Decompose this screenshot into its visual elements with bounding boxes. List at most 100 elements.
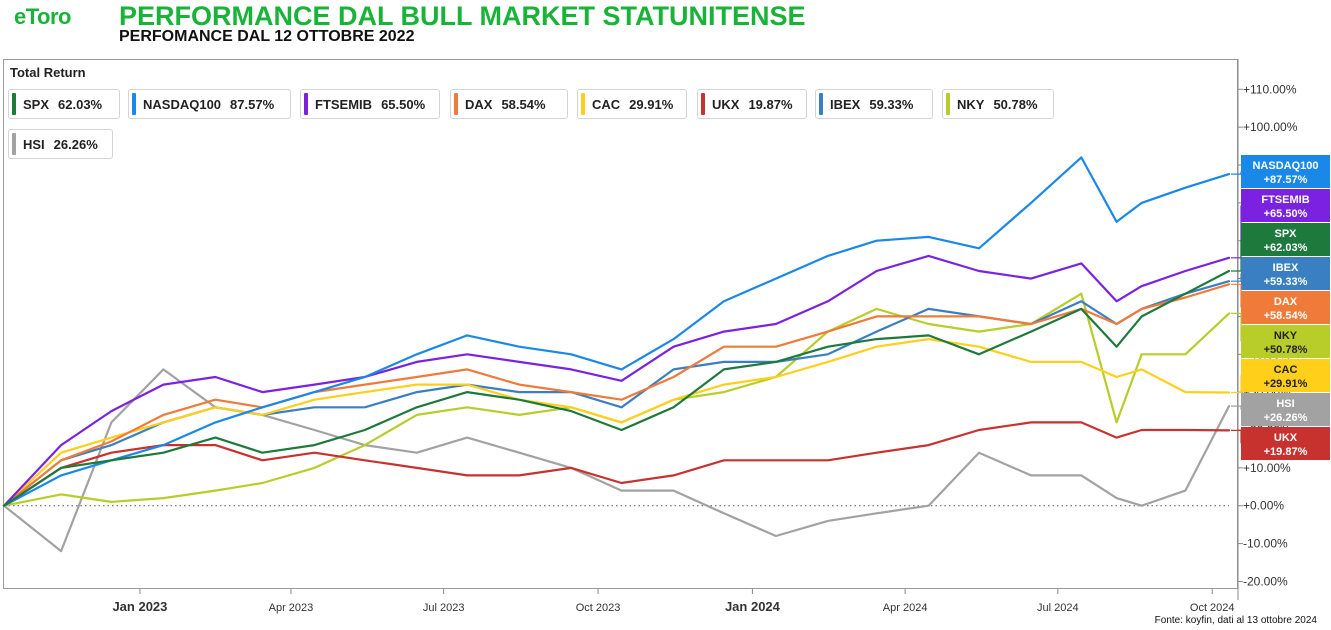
x-tick-label: Jul 2024 bbox=[1037, 602, 1079, 614]
tag-background bbox=[1241, 189, 1330, 222]
panel-title: Total Return bbox=[10, 65, 86, 80]
tag-name: NKY bbox=[1274, 330, 1298, 342]
legend-swatch bbox=[701, 93, 705, 115]
tag-background bbox=[1241, 257, 1330, 290]
legend-item-nasdaq100[interactable]: NASDAQ100 87.57% bbox=[128, 89, 291, 119]
legend-item-ibex[interactable]: IBEX 59.33% bbox=[815, 89, 933, 119]
tag-value: +19.87% bbox=[1264, 446, 1308, 458]
legend-swatch bbox=[819, 93, 823, 115]
tag-connector bbox=[1231, 171, 1242, 175]
value-tag-ukx: UKX +19.87% bbox=[1231, 427, 1330, 460]
tag-background bbox=[1241, 359, 1330, 392]
series-line-cac bbox=[2, 338, 1231, 507]
legend-swatch bbox=[12, 93, 16, 115]
x-tick-label: Apr 2024 bbox=[883, 602, 928, 614]
legend-series-name: FTSEMIB bbox=[315, 96, 373, 112]
tag-name: FTSEMIB bbox=[1261, 194, 1309, 206]
value-tag-ftsemib: FTSEMIB +65.50% bbox=[1231, 189, 1330, 259]
series-line-spx bbox=[2, 269, 1231, 507]
x-tick-label: Oct 2024 bbox=[1190, 602, 1235, 614]
legend-series-value: 62.03% bbox=[58, 96, 103, 112]
tag-name: DAX bbox=[1274, 296, 1298, 308]
legend-series-name: DAX bbox=[465, 96, 493, 112]
tag-connector bbox=[1231, 312, 1242, 342]
y-tick-label: +10.00% bbox=[1243, 461, 1291, 475]
legend-series-value: 87.57% bbox=[230, 96, 275, 112]
tag-background bbox=[1241, 155, 1330, 188]
x-tick-label: Jan 2023 bbox=[112, 599, 167, 614]
value-tag-nky: NKY +50.78% bbox=[1231, 312, 1330, 358]
tag-name: IBEX bbox=[1273, 262, 1299, 274]
legend-series-value: 65.50% bbox=[381, 96, 426, 112]
legend-swatch bbox=[454, 93, 458, 115]
tag-name: CAC bbox=[1274, 364, 1298, 376]
tag-background bbox=[1241, 223, 1330, 256]
legend-swatch bbox=[132, 93, 136, 115]
series-line-ukx bbox=[2, 421, 1231, 507]
y-tick-label: +110.00% bbox=[1243, 82, 1297, 96]
chart-title: PERFORMANCE DAL BULL MARKET STATUNITENSE bbox=[119, 1, 806, 31]
legend-series-name: IBEX bbox=[830, 96, 861, 112]
legend-series-value: 19.87% bbox=[748, 96, 793, 112]
tag-value: +58.54% bbox=[1264, 310, 1308, 322]
legend-item-cac[interactable]: CAC 29.91% bbox=[577, 89, 687, 119]
series-line-ftsemib bbox=[2, 254, 1231, 507]
value-tag-ibex: IBEX +59.33% bbox=[1231, 257, 1330, 290]
tag-connector bbox=[1231, 205, 1242, 259]
tag-name: HSI bbox=[1276, 398, 1294, 410]
tag-connector bbox=[1231, 405, 1242, 410]
chart-subtitle: PERFOMANCE DAL 12 OTTOBRE 2022 bbox=[119, 28, 415, 45]
legend-series-name: UKX bbox=[712, 96, 740, 112]
legend-item-spx[interactable]: SPX 62.03% bbox=[8, 89, 120, 119]
legend-swatch bbox=[581, 93, 585, 115]
value-tag-nasdaq100: NASDAQ100 +87.57% bbox=[1231, 155, 1330, 188]
tag-value: +26.26% bbox=[1264, 412, 1308, 424]
tag-connector bbox=[1231, 283, 1242, 308]
y-tick-label: -10.00% bbox=[1243, 537, 1288, 551]
tag-name: NASDAQ100 bbox=[1252, 160, 1318, 172]
x-tick-label: Jan 2024 bbox=[725, 599, 781, 614]
source-note: Fonte: koyfin, dati al 13 ottobre 2024 bbox=[1154, 615, 1317, 626]
legend-item-hsi[interactable]: HSI 26.26% bbox=[8, 129, 113, 159]
legend-series-name: NASDAQ100 bbox=[143, 96, 222, 112]
legend-item-nky[interactable]: NKY 50.78% bbox=[942, 89, 1054, 119]
tag-value: +62.03% bbox=[1264, 242, 1308, 254]
legend-swatch bbox=[946, 93, 950, 115]
legend-series-value: 58.54% bbox=[501, 96, 546, 112]
legend-item-dax[interactable]: DAX 58.54% bbox=[450, 89, 568, 119]
tag-connector bbox=[1231, 273, 1242, 282]
tag-name: SPX bbox=[1274, 228, 1297, 240]
series-line-dax bbox=[2, 283, 1231, 507]
tag-connector bbox=[1231, 239, 1242, 272]
x-tick-label: Apr 2023 bbox=[269, 602, 314, 614]
legend-series-name: CAC bbox=[592, 96, 621, 112]
legend-series-name: HSI bbox=[23, 136, 45, 152]
legend-series-name: SPX bbox=[23, 96, 50, 112]
legend-series-value: 26.26% bbox=[53, 136, 98, 152]
y-tick-label: +100.00% bbox=[1243, 120, 1298, 134]
tag-background bbox=[1241, 393, 1330, 426]
tag-name: UKX bbox=[1274, 432, 1298, 444]
tag-background bbox=[1241, 427, 1330, 460]
tag-background bbox=[1241, 325, 1330, 358]
series-line-hsi bbox=[2, 368, 1231, 553]
tag-connector bbox=[1231, 429, 1242, 444]
tag-background bbox=[1241, 291, 1330, 324]
legend-swatch bbox=[304, 93, 308, 115]
legend-series-name: NKY bbox=[957, 96, 985, 112]
tag-value: +59.33% bbox=[1264, 276, 1308, 288]
value-tag-spx: SPX +62.03% bbox=[1231, 223, 1330, 272]
x-tick-label: Jul 2023 bbox=[423, 602, 465, 614]
tag-connector bbox=[1231, 375, 1242, 394]
y-tick-label: -20.00% bbox=[1243, 574, 1288, 588]
value-tag-dax: DAX +58.54% bbox=[1231, 283, 1330, 324]
series-line-nasdaq100 bbox=[2, 156, 1231, 507]
tag-value: +29.91% bbox=[1264, 378, 1308, 390]
legend-item-ftsemib[interactable]: FTSEMIB 65.50% bbox=[300, 89, 440, 119]
legend-swatch bbox=[12, 133, 16, 155]
value-tag-hsi: HSI +26.26% bbox=[1231, 393, 1330, 426]
legend-item-ukx[interactable]: UKX 19.87% bbox=[697, 89, 807, 119]
tag-value: +50.78% bbox=[1264, 344, 1308, 356]
tag-value: +87.57% bbox=[1264, 174, 1308, 186]
